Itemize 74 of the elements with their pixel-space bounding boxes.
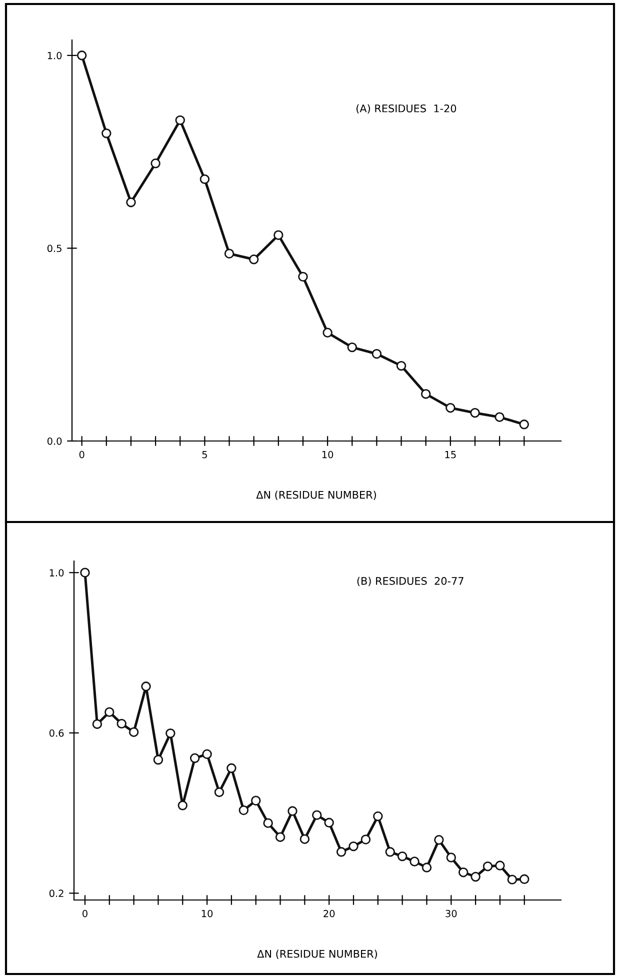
x-tick-label: 15 <box>445 451 456 458</box>
point <box>102 128 112 138</box>
y-tick-label: 0.5 <box>47 244 62 252</box>
x-tick-label: 20 <box>324 910 335 918</box>
point <box>470 408 480 418</box>
point <box>324 818 334 828</box>
y-tick-label: 1.0 <box>50 569 64 576</box>
point <box>214 787 224 798</box>
point <box>507 874 518 884</box>
point <box>520 874 530 884</box>
point <box>166 728 176 738</box>
point <box>470 872 480 882</box>
point <box>347 342 357 352</box>
point <box>360 834 371 844</box>
point <box>248 254 259 264</box>
point <box>128 727 139 737</box>
point <box>126 197 136 208</box>
x-axis-title: ΔN (RESIDUE NUMBER) <box>256 490 376 500</box>
point <box>175 115 185 126</box>
point <box>373 811 383 822</box>
point <box>322 328 332 338</box>
y-tick-label: 0.0 <box>47 437 62 445</box>
x-tick-label: 0 <box>79 450 84 458</box>
point <box>104 707 114 717</box>
y-tick-label: 1.0 <box>48 52 62 60</box>
point <box>397 851 408 862</box>
point <box>385 847 395 857</box>
point <box>178 800 188 810</box>
x-axis-title: ΔN (RESIDUE NUMBER) <box>257 950 377 959</box>
point <box>190 753 200 764</box>
point <box>372 349 382 359</box>
point <box>434 835 444 845</box>
point <box>446 852 456 862</box>
point <box>410 856 420 866</box>
point <box>396 360 406 371</box>
x-tick-label: 30 <box>446 910 457 918</box>
point <box>251 796 261 806</box>
point <box>92 719 102 729</box>
point <box>422 862 432 872</box>
point <box>116 718 126 729</box>
point <box>153 754 164 765</box>
point <box>336 847 346 857</box>
point <box>238 805 249 816</box>
point <box>275 832 286 842</box>
text: (B) RESIDUES 20-77 <box>357 576 464 586</box>
point <box>519 420 529 430</box>
point <box>150 158 160 168</box>
point <box>288 806 298 816</box>
point <box>446 402 456 413</box>
point <box>420 389 431 399</box>
point <box>141 682 151 692</box>
point <box>494 412 504 422</box>
point <box>298 272 308 282</box>
point <box>263 818 273 828</box>
point <box>224 248 234 258</box>
point <box>202 749 212 760</box>
point <box>274 230 284 240</box>
point <box>76 50 87 60</box>
point <box>80 568 90 578</box>
x-tick-label: 10 <box>202 910 213 918</box>
point <box>200 174 210 184</box>
x-tick-label: 5 <box>202 451 207 458</box>
x-tick-label: 10 <box>322 450 334 458</box>
y-tick-label: 0.2 <box>49 890 64 898</box>
point <box>300 834 310 844</box>
text: (A) RESIDUES 1-20 <box>356 104 456 114</box>
point <box>482 861 493 872</box>
point <box>312 810 322 820</box>
point <box>458 867 468 878</box>
x-tick-label: 0 <box>82 910 88 918</box>
point <box>348 841 358 852</box>
point <box>495 860 505 870</box>
point <box>226 763 236 774</box>
y-tick-label: 0.6 <box>49 729 64 737</box>
